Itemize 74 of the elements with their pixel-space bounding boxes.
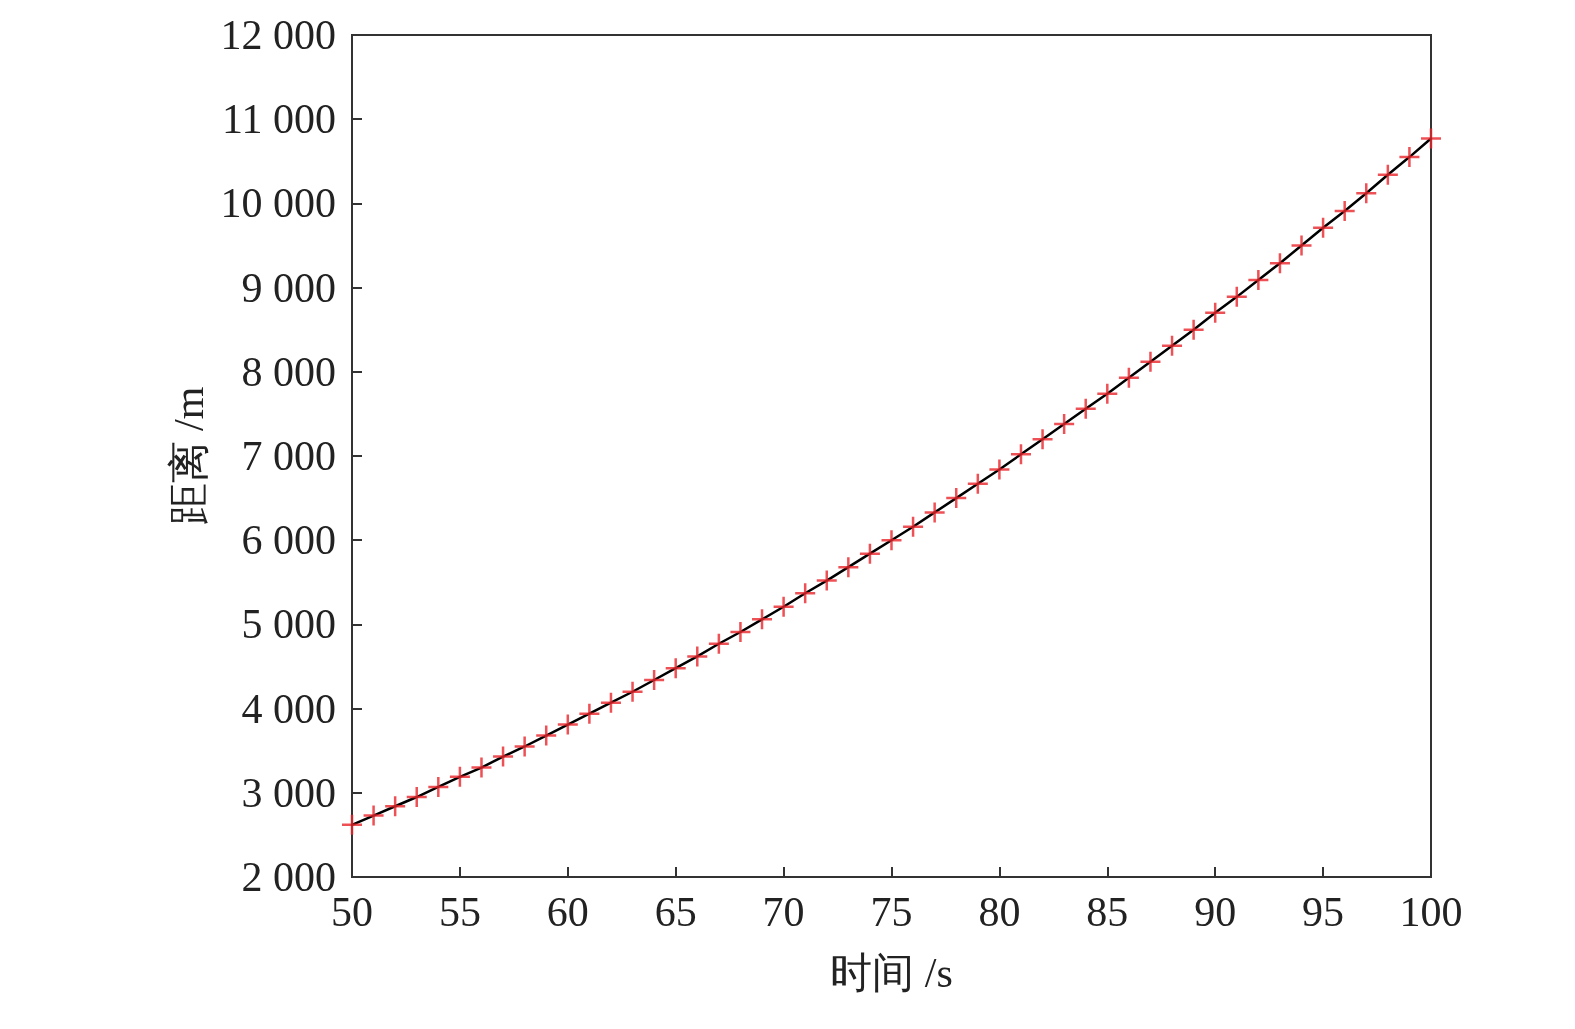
x-tick-label: 90 (1194, 889, 1237, 935)
point (664, 656, 687, 680)
point (858, 542, 882, 565)
point (405, 785, 428, 809)
point (707, 632, 731, 656)
point (621, 680, 644, 704)
point (470, 756, 493, 779)
x-tick-label: 55 (438, 889, 481, 935)
point (815, 569, 839, 592)
point (642, 668, 666, 692)
point (1160, 334, 1184, 357)
point (491, 745, 515, 768)
point (729, 620, 752, 644)
point (1419, 127, 1443, 150)
point (988, 458, 1011, 481)
point (686, 645, 709, 668)
y-tick-label: 9 000 (241, 264, 336, 311)
y-tick-label: 5 000 (241, 601, 336, 648)
point (1333, 199, 1356, 223)
y-tick-label: 7 000 (241, 433, 336, 479)
point (1074, 397, 1097, 421)
point (1096, 382, 1119, 405)
y-axis-title: 距离 /m (165, 386, 212, 526)
point (966, 472, 990, 496)
y-tick-label: 11 000 (222, 96, 336, 143)
x-tick-label: 50 (331, 889, 373, 935)
point (362, 804, 385, 827)
point (944, 486, 968, 510)
point (1139, 350, 1162, 373)
point (1290, 234, 1313, 257)
point (1225, 285, 1249, 309)
point (513, 735, 536, 758)
point (1247, 268, 1270, 292)
point (1268, 251, 1292, 275)
x-tick-label: 70 (762, 889, 805, 935)
point (1052, 412, 1076, 436)
point (1203, 301, 1227, 325)
point (427, 775, 450, 799)
point (1398, 145, 1421, 169)
y-tick-label: 6 000 (241, 517, 336, 564)
point (1311, 216, 1335, 240)
x-tick-label: 95 (1302, 889, 1345, 935)
point (750, 608, 774, 631)
x-axis-title: 时间 /s (830, 950, 953, 996)
point (340, 813, 364, 837)
point (880, 528, 903, 552)
point (578, 702, 601, 725)
point (556, 713, 580, 736)
x-tick-label: 80 (978, 889, 1021, 935)
x-tick-label: 85 (1086, 889, 1129, 935)
x-tick-label: 60 (546, 889, 589, 935)
point (793, 582, 817, 605)
y-tick-label: 12 000 (220, 12, 336, 58)
x-tick-label: 100 (1399, 889, 1463, 935)
y-tick-label: 8 000 (241, 348, 336, 395)
y-tick-label: 10 000 (220, 180, 336, 227)
point (1182, 318, 1205, 341)
point (448, 765, 472, 789)
point (923, 501, 946, 524)
point (383, 795, 407, 818)
point (1009, 443, 1033, 466)
x-tick-label: 75 (870, 889, 913, 935)
point (901, 515, 925, 538)
x-tick-label: 65 (654, 889, 697, 935)
point (599, 691, 623, 714)
point (1117, 366, 1141, 389)
point (772, 595, 795, 618)
point (1376, 163, 1400, 187)
y-tick-label: 4 000 (241, 685, 336, 732)
point (534, 724, 558, 747)
point (1355, 182, 1378, 205)
point (837, 555, 860, 579)
point (1031, 427, 1054, 451)
y-tick-label: 3 000 (241, 769, 336, 816)
